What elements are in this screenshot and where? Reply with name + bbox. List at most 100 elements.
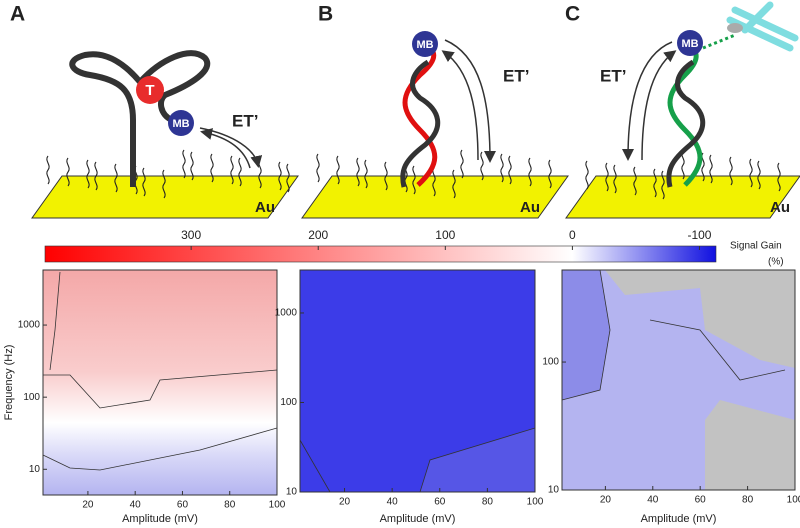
- thiol: [452, 169, 456, 199]
- x-tick-label: 40: [387, 497, 399, 508]
- thiol: [46, 155, 50, 185]
- surface-label: Au: [770, 199, 790, 216]
- thiol: [356, 157, 360, 187]
- probe-label: MB: [172, 118, 189, 130]
- x-tick-label: 60: [177, 500, 189, 511]
- thiol: [432, 167, 436, 197]
- transfer-label: ET’: [600, 66, 626, 85]
- x-tick-label: 60: [695, 495, 707, 506]
- x-tick-label: 80: [742, 495, 754, 506]
- colorbar: [44, 245, 717, 263]
- x-tick-label: 80: [224, 500, 236, 511]
- thiol: [278, 161, 282, 191]
- colorbar-tick-label: 200: [308, 228, 328, 242]
- methylene-blue: [168, 110, 194, 136]
- x-axis-label: Amplitude (mV): [122, 513, 198, 525]
- thiol: [114, 163, 118, 193]
- thiol: [709, 154, 713, 184]
- y-tick-label: 1000: [18, 320, 41, 331]
- thiol: [190, 151, 194, 181]
- x-tick-label: 20: [82, 500, 94, 511]
- colorbar-tick-label: 100: [435, 228, 455, 242]
- thiol: [605, 162, 609, 192]
- gold-surface: [301, 175, 569, 219]
- colorbar-tick-label: 0: [569, 228, 576, 242]
- colorbar-title: Signal Gain: [730, 241, 782, 252]
- contour-fill: [43, 270, 277, 495]
- panel-label: B: [318, 3, 333, 26]
- y-tick-label: 100: [280, 397, 297, 408]
- thiol: [528, 157, 532, 187]
- x-tick-label: 100: [269, 500, 286, 511]
- y-axis-label: Frequency (Hz): [3, 345, 15, 421]
- thiol: [661, 170, 665, 200]
- thiol: [729, 156, 733, 186]
- x-axis-label: Amplitude (mV): [380, 513, 456, 525]
- x-tick-label: 80: [482, 497, 494, 508]
- thiol: [508, 155, 512, 185]
- strand: [402, 42, 438, 187]
- probe-label: MB: [416, 39, 433, 51]
- target-label: T: [145, 82, 154, 99]
- y-tick-label: 100: [23, 392, 40, 403]
- thiol: [548, 159, 552, 189]
- x-tick-label: 20: [600, 495, 612, 506]
- arrow: [200, 128, 251, 169]
- plot-frame: [561, 269, 796, 491]
- contour-line: [42, 271, 278, 471]
- thiol: [238, 157, 242, 187]
- strand: [667, 44, 703, 187]
- thiol: [286, 163, 290, 193]
- x-tick-label: 100: [527, 497, 544, 508]
- thiol: [230, 155, 234, 185]
- arrow: [441, 50, 479, 161]
- thiol: [210, 153, 214, 183]
- x-axis-label: Amplitude (mV): [641, 513, 717, 525]
- contour-line: [649, 319, 786, 381]
- thiol: [336, 155, 340, 185]
- linker: [702, 33, 736, 50]
- thiol: [142, 167, 146, 197]
- thiol: [364, 159, 368, 189]
- thiol: [613, 164, 617, 194]
- gold-surface: [565, 175, 800, 219]
- plot-frame: [299, 269, 536, 493]
- thiol: [757, 160, 761, 190]
- panel-label: A: [10, 3, 25, 26]
- colorbar-tick-label: -100: [687, 228, 711, 242]
- panel-label: C: [565, 3, 580, 26]
- x-tick-label: 40: [647, 495, 659, 506]
- contour-line: [299, 439, 331, 493]
- y-tick-label: 1000: [275, 308, 298, 319]
- transfer-label: ET’: [503, 66, 529, 85]
- thiol: [585, 160, 589, 190]
- thiol: [500, 153, 504, 183]
- contour-plots: [42, 269, 795, 495]
- thiol: [460, 149, 464, 179]
- strand: [666, 59, 706, 188]
- transfer-label: ET’: [232, 111, 258, 130]
- thiol: [384, 161, 388, 191]
- strand: [400, 59, 441, 188]
- arrow: [444, 39, 496, 163]
- thiol: [412, 165, 416, 195]
- y-tick-label: 100: [542, 357, 559, 368]
- arrow: [622, 41, 673, 161]
- thiol: [182, 149, 186, 179]
- schematics: [31, 1, 800, 219]
- thiol: [316, 153, 320, 183]
- antigen: [727, 23, 743, 33]
- target: [136, 76, 164, 104]
- thiol: [653, 168, 657, 198]
- x-tick-label: 40: [130, 500, 142, 511]
- thiol: [777, 162, 781, 192]
- methylene-blue: [412, 31, 438, 57]
- thiol: [633, 166, 637, 196]
- probe-label: MB: [681, 38, 698, 50]
- x-tick-label: 60: [434, 497, 446, 508]
- y-tick-label: 10: [29, 464, 41, 475]
- thiol: [94, 161, 98, 191]
- x-tick-label: 100: [787, 495, 800, 506]
- x-tick-label: 20: [339, 497, 351, 508]
